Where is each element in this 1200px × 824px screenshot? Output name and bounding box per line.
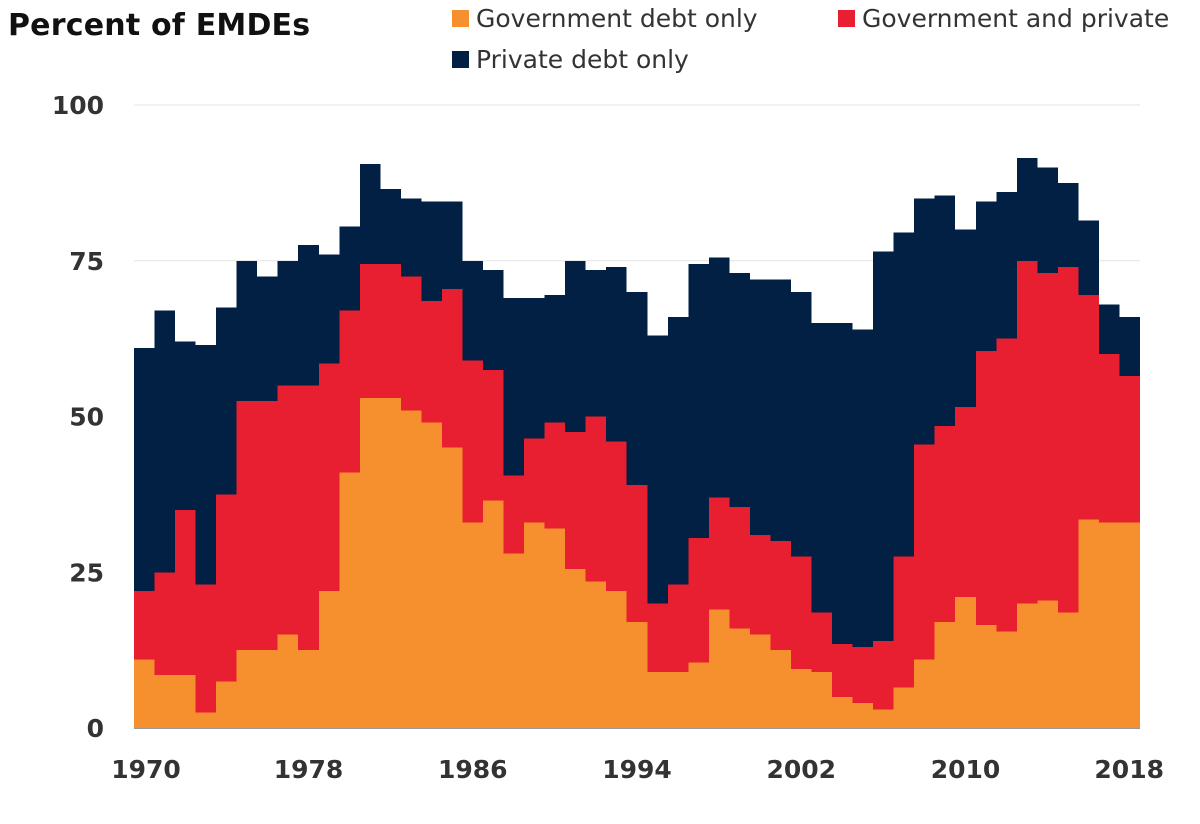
x-tick-label-1970: 1970	[111, 755, 181, 784]
legend-item-government-and-private: Government and private	[838, 4, 1169, 33]
x-tick-label-2002: 2002	[766, 755, 836, 784]
series-areas	[134, 157, 1140, 728]
legend-item-private-debt-only: Private debt only	[452, 45, 689, 74]
series-area-government-and-private	[134, 260, 1140, 713]
chart-title: Percent of EMDEs	[8, 8, 311, 43]
x-tick-label-1978: 1978	[274, 755, 344, 784]
legend-label: Government debt only	[476, 4, 758, 33]
x-tick-label-2010: 2010	[931, 755, 1001, 784]
y-tick-label-50: 50	[69, 403, 104, 432]
y-tick-label-25: 25	[69, 558, 104, 587]
legend-swatch-navy	[452, 51, 469, 68]
legend-swatch-red	[838, 10, 855, 27]
y-tick-label-100: 100	[52, 91, 104, 120]
y-axis-ticks: 0 25 50 75 100	[52, 91, 104, 743]
legend-swatch-orange	[452, 10, 469, 27]
legend-item-government-debt-only: Government debt only	[452, 4, 758, 33]
x-tick-label-2018: 2018	[1094, 755, 1164, 784]
series-area-government-debt-only	[134, 397, 1140, 728]
y-tick-label-75: 75	[69, 247, 104, 276]
legend-label: Private debt only	[476, 45, 689, 74]
x-tick-label-1994: 1994	[602, 755, 672, 784]
legend-label: Government and private	[862, 4, 1170, 33]
x-tick-label-1986: 1986	[438, 755, 508, 784]
x-axis-ticks: 1970 1978 1986 1994 2002 2010 2018	[111, 755, 1164, 784]
y-tick-label-0: 0	[87, 714, 104, 743]
series-area-private-debt-only	[134, 157, 1140, 648]
